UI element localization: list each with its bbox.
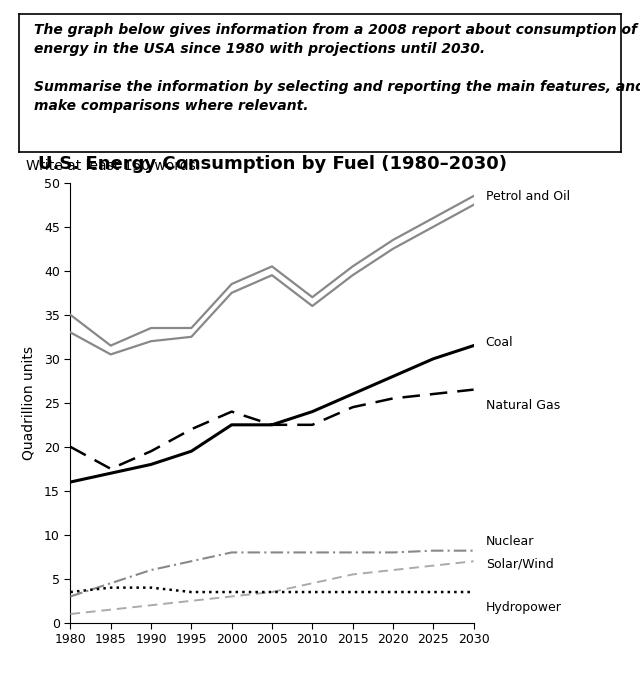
Text: Write at least 150 words.: Write at least 150 words. xyxy=(26,159,200,173)
Text: Nuclear: Nuclear xyxy=(486,536,534,548)
Text: Hydropower: Hydropower xyxy=(486,601,561,615)
Y-axis label: Quadrillion units: Quadrillion units xyxy=(22,346,36,460)
Text: Natural Gas: Natural Gas xyxy=(486,399,560,412)
Text: Solar/Wind: Solar/Wind xyxy=(486,557,554,571)
Title: U.S. Energy Consumption by Fuel (1980–2030): U.S. Energy Consumption by Fuel (1980–20… xyxy=(38,155,506,173)
Text: Petrol and Oil: Petrol and Oil xyxy=(486,190,570,203)
Text: The graph below gives information from a 2008 report about consumption of
energy: The graph below gives information from a… xyxy=(34,23,640,113)
Text: Coal: Coal xyxy=(486,336,513,349)
